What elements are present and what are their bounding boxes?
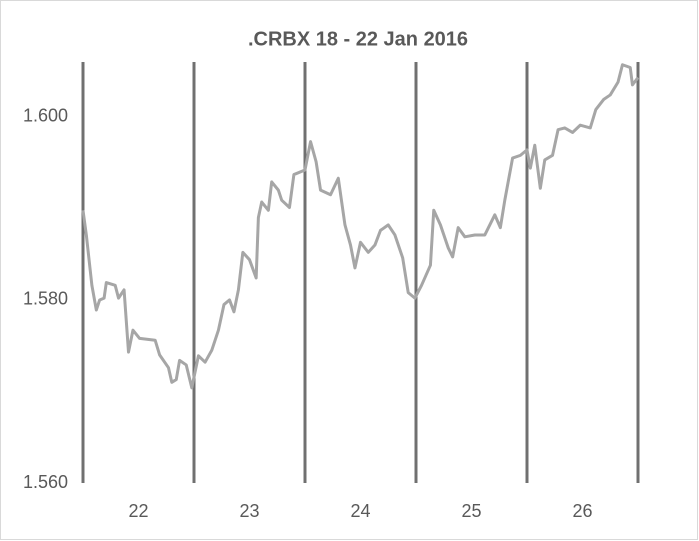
y-tick-label: 1.580 (23, 289, 68, 309)
x-tick-label: 22 (128, 501, 148, 521)
price-line (81, 63, 640, 390)
y-tick-label: 1.600 (23, 106, 68, 126)
x-tick-label: 26 (572, 501, 592, 521)
x-tick-label: 23 (239, 501, 259, 521)
y-tick-label: 1.560 (23, 472, 68, 492)
x-tick-label: 24 (350, 501, 370, 521)
x-tick-label: 25 (461, 501, 481, 521)
chart-title: .CRBX 18 - 22 Jan 2016 (248, 28, 468, 50)
